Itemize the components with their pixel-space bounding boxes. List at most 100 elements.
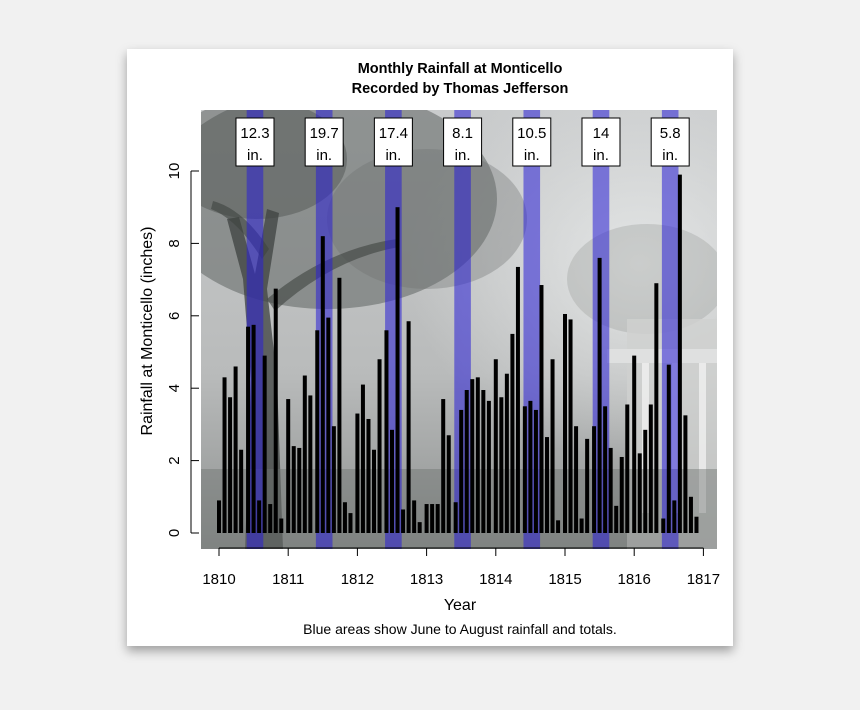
bar-38 <box>430 504 435 533</box>
y-tick-label-10: 10 <box>166 163 183 180</box>
bar-25 <box>355 413 360 533</box>
chart-subtitle: Recorded by Thomas Jefferson <box>352 81 569 97</box>
bar-34 <box>406 321 411 533</box>
x-tick-label-1811: 1811 <box>272 571 304 588</box>
total-box-6 <box>581 117 621 167</box>
bar-59 <box>550 359 555 533</box>
bars <box>217 174 699 533</box>
bar-6 <box>246 326 251 533</box>
y-tick-label-0: 0 <box>166 529 183 537</box>
bar-81 <box>677 174 682 533</box>
chart-title: Monthly Rainfall at Monticello <box>358 61 563 77</box>
bar-56 <box>533 409 538 533</box>
chart-card: Monthly Rainfall at Monticello Recorded … <box>127 49 733 646</box>
bar-13 <box>286 399 291 533</box>
bar-53 <box>515 266 520 533</box>
total-unit-7: in. <box>662 147 678 164</box>
bar-55 <box>528 400 533 533</box>
total-box-2 <box>304 117 344 167</box>
total-box-1 <box>235 117 275 167</box>
bar-64 <box>579 518 584 533</box>
total-unit-5: in. <box>524 147 540 164</box>
x-axis: 1810 1811 1812 1813 1814 1815 1816 1817 <box>202 547 720 588</box>
bar-43 <box>459 409 464 533</box>
bar-19 <box>320 236 325 533</box>
bar-69 <box>608 447 613 533</box>
bar-17 <box>308 395 313 533</box>
total-unit-2: in. <box>316 147 332 164</box>
bar-42 <box>453 502 458 533</box>
bar-14 <box>291 446 296 533</box>
total-box-7 <box>650 117 690 167</box>
bar-29 <box>377 359 382 533</box>
x-tick-label-1810: 1810 <box>202 571 235 588</box>
rainfall-chart: Monthly Rainfall at Monticello Recorded … <box>139 61 720 637</box>
bar-35 <box>412 500 417 533</box>
bar-83 <box>688 496 693 533</box>
summer-band-7 <box>661 110 679 549</box>
total-unit-4: in. <box>455 147 471 164</box>
bar-18 <box>315 330 320 533</box>
bar-52 <box>510 333 515 533</box>
bar-45 <box>470 379 475 533</box>
total-value-1: 12.3 <box>240 125 269 142</box>
y-tick-label-8: 8 <box>166 239 183 247</box>
bar-51 <box>504 373 509 533</box>
bar-32 <box>395 207 400 533</box>
bar-7 <box>251 324 256 533</box>
y-axis: 0 2 4 6 8 10 <box>166 163 199 537</box>
bar-67 <box>597 257 602 533</box>
bar-8 <box>257 500 262 533</box>
total-value-6: 14 <box>593 125 610 142</box>
chart-caption: Blue areas show June to August rainfall … <box>303 621 617 637</box>
bar-39 <box>435 504 440 533</box>
bar-10 <box>268 504 273 533</box>
total-value-5: 10.5 <box>517 125 546 142</box>
bar-21 <box>331 426 336 533</box>
bar-61 <box>563 313 567 533</box>
bar-11 <box>273 288 278 533</box>
bar-73 <box>632 355 637 533</box>
bar-70 <box>614 505 619 533</box>
total-value-3: 17.4 <box>379 125 408 142</box>
bar-36 <box>417 522 422 533</box>
bar-84 <box>694 516 699 533</box>
bar-47 <box>481 390 486 533</box>
bar-77 <box>654 283 659 533</box>
bar-37 <box>424 504 429 533</box>
bar-74 <box>637 453 642 533</box>
bar-1 <box>217 500 221 533</box>
bar-76 <box>648 404 653 533</box>
bar-4 <box>233 366 238 533</box>
bar-23 <box>342 502 347 533</box>
x-tick-label-1817: 1817 <box>687 571 720 588</box>
bar-57 <box>539 285 544 533</box>
bar-28 <box>372 449 377 533</box>
bar-22 <box>337 277 342 533</box>
bar-20 <box>326 317 331 533</box>
bar-30 <box>384 330 389 533</box>
bar-3 <box>228 397 233 533</box>
bar-24 <box>348 513 353 533</box>
x-tick-label-1812: 1812 <box>341 571 374 588</box>
bar-71 <box>619 456 624 533</box>
bar-63 <box>574 426 579 533</box>
x-tick-label-1814: 1814 <box>479 571 512 588</box>
bar-50 <box>499 397 504 533</box>
bar-49 <box>493 359 498 533</box>
bar-48 <box>486 400 491 533</box>
total-value-4: 8.1 <box>452 125 473 142</box>
bar-26 <box>360 384 365 533</box>
bar-5 <box>239 449 244 533</box>
bar-68 <box>603 406 608 533</box>
bar-60 <box>556 520 561 533</box>
total-box-4 <box>443 117 483 167</box>
bar-79 <box>666 364 671 533</box>
bar-15 <box>297 447 302 533</box>
y-tick-label-4: 4 <box>166 384 183 392</box>
total-unit-1: in. <box>247 147 263 164</box>
bar-12 <box>279 518 284 533</box>
summer-total-labels: 12.3 in. 19.7 in. 17.4 in. 8.1 in. 10.5 in. 14 in. 5… <box>235 117 690 167</box>
bar-33 <box>401 509 406 533</box>
bar-41 <box>446 435 451 533</box>
